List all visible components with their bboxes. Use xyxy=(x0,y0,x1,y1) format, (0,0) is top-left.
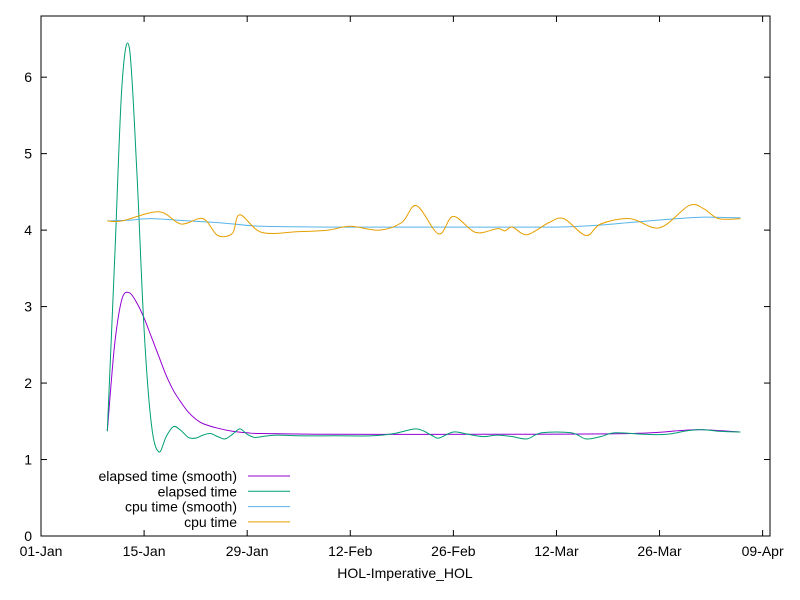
legend-label: elapsed time (smooth) xyxy=(98,468,237,484)
y-tick-label: 2 xyxy=(24,375,32,391)
x-axis-label: HOL-Imperative_HOL xyxy=(337,565,473,581)
plot-frame xyxy=(40,15,771,537)
series-line-elapsed-time-smooth xyxy=(106,291,741,435)
x-tick-label: 09-Apr xyxy=(742,543,784,559)
series-line-cpu-time-smooth xyxy=(107,216,741,228)
y-tick-label: 4 xyxy=(24,222,32,238)
axis-ticks: 0 1 2 3 4 5 6 01-Jan 15-Jan 29-Jan 12-Feb 26-Feb 12-… xyxy=(20,16,784,559)
x-tick-label: 12-Mar xyxy=(534,543,579,559)
x-tick-label: 12-Feb xyxy=(328,543,373,559)
legend-label: cpu time xyxy=(184,514,237,530)
y-tick-label: 0 xyxy=(24,528,32,544)
x-tick-label: 29-Jan xyxy=(226,543,269,559)
series-line-cpu-time xyxy=(107,203,741,238)
y-tick-label: 6 xyxy=(24,69,32,85)
x-tick-label: 26-Mar xyxy=(637,543,682,559)
y-tick-label: 5 xyxy=(24,146,32,162)
x-tick-label: 01-Jan xyxy=(20,543,63,559)
x-tick-label: 15-Jan xyxy=(123,543,166,559)
legend-label: cpu time (smooth) xyxy=(125,499,237,515)
y-tick-label: 1 xyxy=(24,452,32,468)
series-lines xyxy=(106,42,741,453)
legend-label: elapsed time xyxy=(158,483,238,499)
y-tick-label: 3 xyxy=(24,299,32,315)
x-tick-label: 26-Feb xyxy=(431,543,476,559)
series-line-elapsed-time xyxy=(106,42,741,453)
